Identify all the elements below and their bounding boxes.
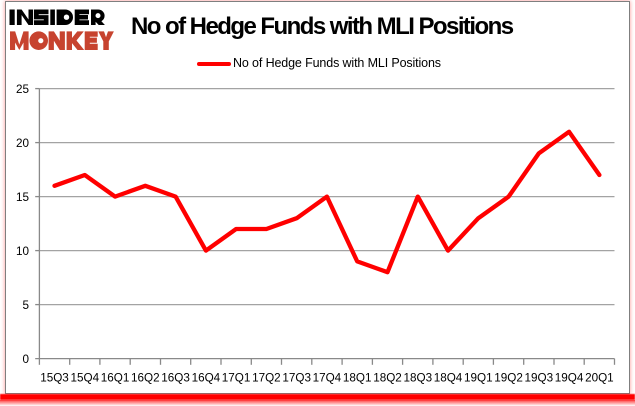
svg-text:15: 15 xyxy=(16,191,30,204)
svg-text:25: 25 xyxy=(16,83,30,96)
svg-text:17Q2: 17Q2 xyxy=(252,372,281,385)
svg-text:19Q4: 19Q4 xyxy=(555,372,584,385)
svg-text:5: 5 xyxy=(22,299,29,312)
svg-text:20Q1: 20Q1 xyxy=(585,372,614,385)
svg-text:20: 20 xyxy=(16,137,30,150)
svg-text:16Q2: 16Q2 xyxy=(131,372,160,385)
svg-text:18Q1: 18Q1 xyxy=(343,372,372,385)
svg-text:16Q4: 16Q4 xyxy=(192,372,221,385)
svg-text:18Q3: 18Q3 xyxy=(404,372,433,385)
svg-text:18Q4: 18Q4 xyxy=(434,372,463,385)
svg-text:19Q3: 19Q3 xyxy=(525,372,554,385)
svg-text:19Q1: 19Q1 xyxy=(464,372,493,385)
svg-text:16Q1: 16Q1 xyxy=(101,372,130,385)
svg-text:17Q1: 17Q1 xyxy=(222,372,251,385)
svg-text:18Q2: 18Q2 xyxy=(373,372,402,385)
svg-text:0: 0 xyxy=(22,353,29,366)
svg-text:15Q4: 15Q4 xyxy=(71,372,100,385)
svg-text:16Q3: 16Q3 xyxy=(161,372,190,385)
svg-text:17Q3: 17Q3 xyxy=(282,372,311,385)
svg-text:17Q4: 17Q4 xyxy=(313,372,342,385)
svg-text:10: 10 xyxy=(16,245,30,258)
svg-text:15Q3: 15Q3 xyxy=(40,372,69,385)
svg-text:19Q2: 19Q2 xyxy=(494,372,523,385)
